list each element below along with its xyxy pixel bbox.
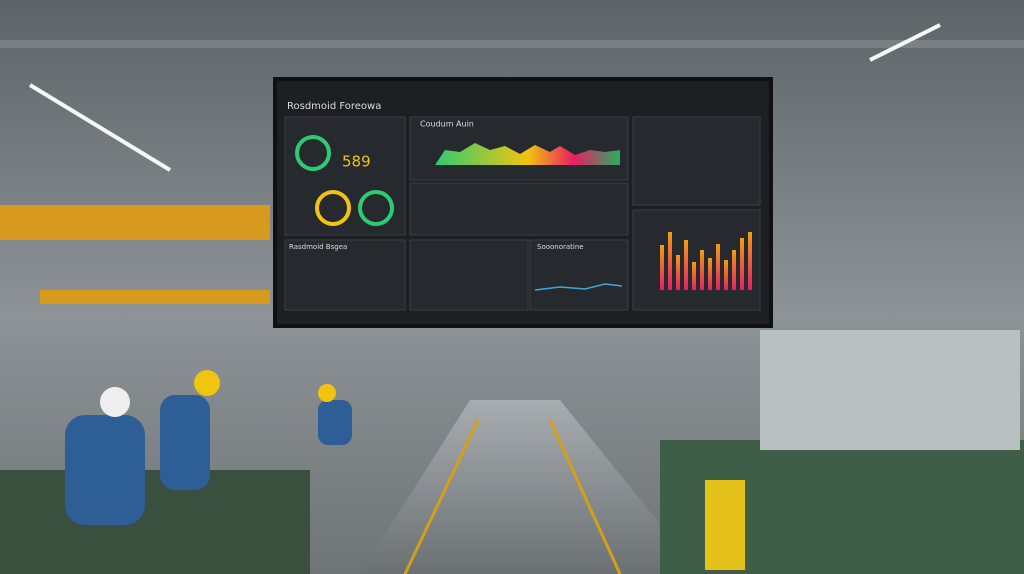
worker	[318, 400, 352, 445]
barrel	[705, 480, 745, 570]
bar	[748, 232, 752, 290]
panel	[529, 239, 629, 311]
panel	[632, 209, 761, 311]
conveyor	[0, 470, 310, 574]
panel-title: Coudum Auin	[420, 120, 474, 129]
bar	[692, 262, 696, 290]
crane-beam	[40, 290, 270, 304]
panel	[632, 116, 761, 206]
bar	[676, 255, 680, 290]
floor-line	[548, 419, 622, 574]
panel	[409, 239, 529, 311]
helmet	[100, 387, 130, 417]
bar	[684, 240, 688, 290]
bar	[700, 250, 704, 290]
panel	[284, 239, 406, 311]
area-chart	[435, 143, 620, 165]
gauge	[358, 190, 394, 226]
machine	[760, 330, 1020, 450]
kpi-value: 589	[342, 153, 371, 171]
bar	[716, 244, 720, 290]
worker	[160, 395, 210, 490]
panel-title: Rasdmoid Bsgea	[289, 243, 347, 251]
ceiling-light	[869, 23, 941, 62]
dashboard-title: Rosdmoid Foreowa	[287, 101, 381, 112]
panel	[409, 116, 629, 181]
floor-line	[403, 419, 480, 574]
ceiling-beam	[0, 40, 1024, 48]
gauge	[315, 190, 351, 226]
panel-title: Sooonoratine	[537, 243, 584, 251]
crane-beam	[0, 205, 270, 240]
bar	[724, 260, 728, 290]
helmet	[318, 384, 336, 402]
worker	[65, 415, 145, 525]
bar	[668, 232, 672, 290]
floor-aisle	[360, 400, 700, 574]
bar	[708, 258, 712, 290]
bar	[660, 245, 664, 290]
trend-line	[534, 283, 623, 291]
ceiling-light	[28, 83, 172, 172]
bar-chart	[660, 232, 752, 290]
bar	[740, 238, 744, 290]
panel	[409, 182, 629, 236]
bar	[732, 250, 736, 290]
helmet	[194, 370, 220, 396]
gauge	[295, 135, 331, 171]
